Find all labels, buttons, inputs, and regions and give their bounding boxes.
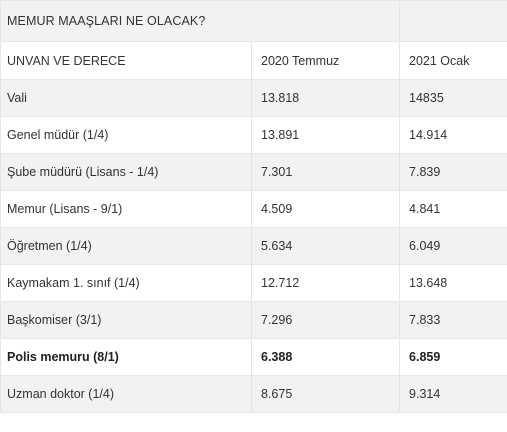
row-2021-value: 4.841: [399, 190, 507, 228]
row-2021-value: 6.049: [399, 227, 507, 265]
table-row: Memur (Lisans - 9/1) 4.509 4.841: [0, 190, 507, 228]
row-title-cell: Genel müdür (1/4): [0, 116, 252, 154]
row-2020-value: 12.712: [250, 264, 401, 302]
row-2020-value: 7.296: [250, 301, 401, 339]
salary-table: MEMUR MAAŞLARI NE OLACAK? UNVAN VE DEREC…: [0, 0, 507, 413]
row-title-cell: Memur (Lisans - 9/1): [0, 190, 252, 228]
table-title-row: MEMUR MAAŞLARI NE OLACAK?: [0, 0, 507, 42]
table-header-row: UNVAN VE DERECE 2020 Temmuz 2021 Ocak: [0, 41, 507, 80]
header-2020-july: 2020 Temmuz: [250, 41, 401, 80]
row-2020-value: 8.675: [250, 375, 401, 413]
row-title-cell: Öğretmen (1/4): [0, 227, 252, 265]
table-title: MEMUR MAAŞLARI NE OLACAK?: [0, 0, 401, 42]
row-2020-value: 6.388: [250, 338, 401, 376]
table-row: Kaymakam 1. sınıf (1/4) 12.712 13.648: [0, 264, 507, 302]
row-2021-value: 9.314: [399, 375, 507, 413]
table-row: Vali 13.818 14835: [0, 79, 507, 117]
table-row: Öğretmen (1/4) 5.634 6.049: [0, 227, 507, 265]
table-title-empty-cell: [399, 0, 507, 42]
row-2020-value: 13.818: [250, 79, 401, 117]
table-row-highlighted: Polis memuru (8/1) 6.388 6.859: [0, 338, 507, 376]
row-2020-value: 13.891: [250, 116, 401, 154]
row-2020-value: 4.509: [250, 190, 401, 228]
table-row: Genel müdür (1/4) 13.891 14.914: [0, 116, 507, 154]
row-2021-value: 13.648: [399, 264, 507, 302]
row-2020-value: 5.634: [250, 227, 401, 265]
row-title-cell: Uzman doktor (1/4): [0, 375, 252, 413]
row-title-cell: Vali: [0, 79, 252, 117]
row-2021-value: 6.859: [399, 338, 507, 376]
row-2020-value: 7.301: [250, 153, 401, 191]
row-title-cell: Başkomiser (3/1): [0, 301, 252, 339]
row-title-cell: Polis memuru (8/1): [0, 338, 252, 376]
row-2021-value: 7.833: [399, 301, 507, 339]
table-row: Şube müdürü (Lisans - 1/4) 7.301 7.839: [0, 153, 507, 191]
row-2021-value: 14835: [399, 79, 507, 117]
header-2021-january: 2021 Ocak: [399, 41, 507, 80]
table-row: Başkomiser (3/1) 7.296 7.833: [0, 301, 507, 339]
header-title-degree: UNVAN VE DERECE: [0, 41, 252, 80]
table-row: Uzman doktor (1/4) 8.675 9.314: [0, 375, 507, 413]
row-title-cell: Şube müdürü (Lisans - 1/4): [0, 153, 252, 191]
row-2021-value: 7.839: [399, 153, 507, 191]
row-title-cell: Kaymakam 1. sınıf (1/4): [0, 264, 252, 302]
row-2021-value: 14.914: [399, 116, 507, 154]
